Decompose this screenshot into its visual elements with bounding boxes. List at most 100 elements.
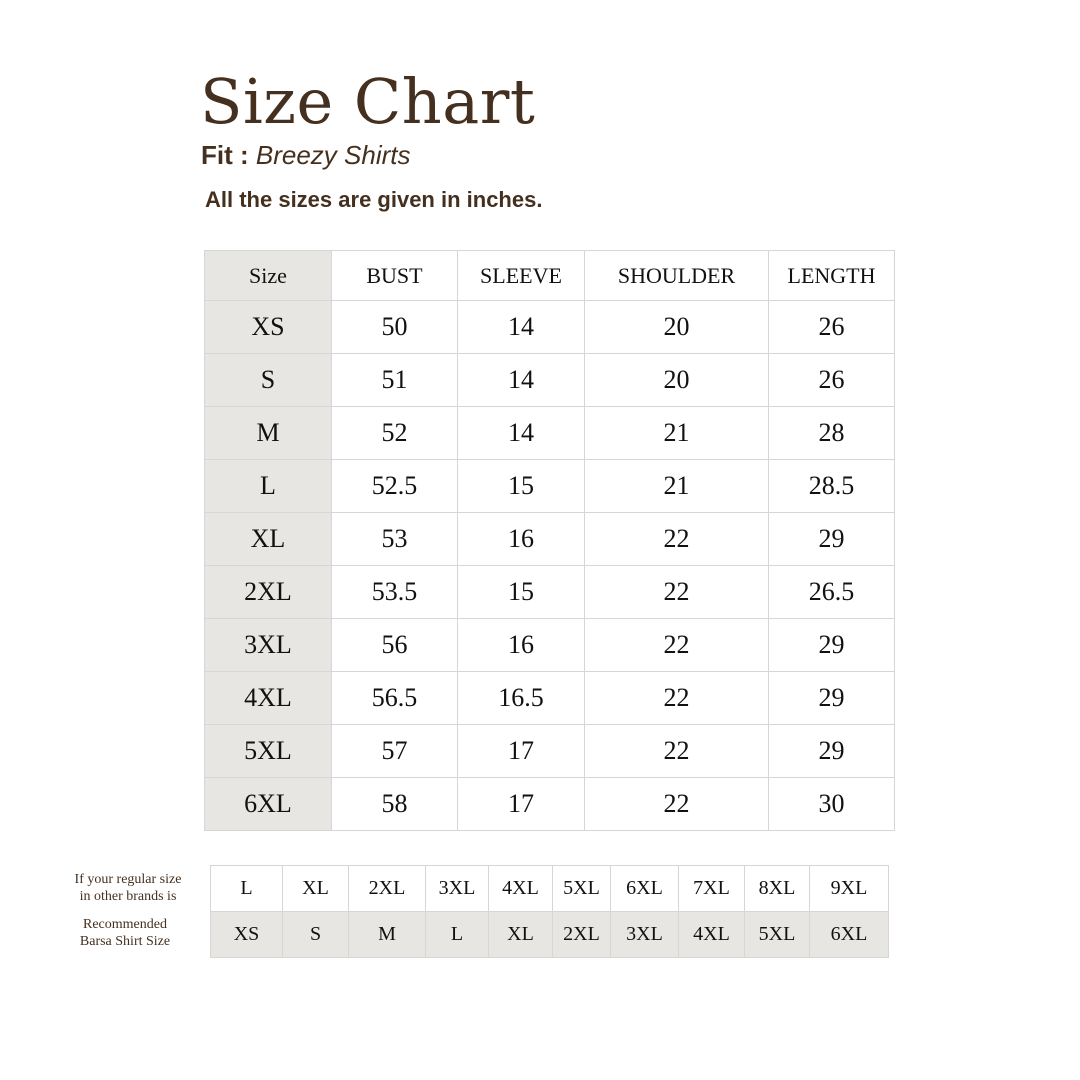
- units-note: All the sizes are given in inches.: [205, 187, 543, 212]
- size-conversion-table: L XL 2XL 3XL 4XL 5XL 6XL 7XL 8XL 9XL XS S M L XL 2XL 3X…: [210, 865, 889, 958]
- measurement-cell: 50: [331, 300, 458, 354]
- measurement-cell: 22: [584, 777, 769, 831]
- recommended-size-label-line: Barsa Shirt Size: [79, 934, 171, 949]
- table-row: L 52.5 15 21 28.5: [204, 459, 895, 513]
- recommended-size-cell: 5XL: [744, 911, 810, 958]
- regular-size-cell: 2XL: [348, 865, 426, 912]
- regular-size-label-line: in other brands is: [79, 889, 177, 904]
- regular-size-label-line: If your regular size: [74, 872, 182, 887]
- regular-size-cell: XL: [282, 865, 349, 912]
- measurement-cell: 28.5: [768, 459, 895, 513]
- regular-size-cell: 9XL: [809, 865, 889, 912]
- recommended-size-cell: 6XL: [809, 911, 889, 958]
- fit-line: Fit : Breezy Shirts: [201, 140, 411, 171]
- measurement-cell: 26: [768, 353, 895, 407]
- table-row: XS 50 14 20 26: [204, 300, 895, 354]
- measurement-cell: 57: [331, 724, 458, 778]
- measurement-cell: 22: [584, 671, 769, 725]
- measurement-cell: 20: [584, 300, 769, 354]
- table-row: 2XL 53.5 15 22 26.5: [204, 565, 895, 619]
- size-cell: XS: [204, 300, 332, 354]
- column-header: Size: [204, 250, 332, 301]
- measurement-cell: 22: [584, 618, 769, 672]
- size-cell: 4XL: [204, 671, 332, 725]
- measurement-cell: 26.5: [768, 565, 895, 619]
- measurement-cell: 56.5: [331, 671, 458, 725]
- size-table-header: Size BUST SLEEVE SHOULDER LENGTH: [204, 250, 895, 301]
- measurement-cell: 51: [331, 353, 458, 407]
- recommended-size-cell: S: [282, 911, 349, 958]
- size-cell: XL: [204, 512, 332, 566]
- table-row: XL 53 16 22 29: [204, 512, 895, 566]
- measurement-cell: 17: [457, 724, 585, 778]
- column-header: BUST: [331, 250, 458, 301]
- measurement-cell: 14: [457, 300, 585, 354]
- measurement-cell: 30: [768, 777, 895, 831]
- regular-size-cell: 5XL: [552, 865, 611, 912]
- measurement-cell: 29: [768, 724, 895, 778]
- regular-size-row: L XL 2XL 3XL 4XL 5XL 6XL 7XL 8XL 9XL: [210, 865, 889, 912]
- measurement-cell: 14: [457, 406, 585, 460]
- recommended-size-cell: XS: [210, 911, 283, 958]
- recommended-size-label-line: Recommended: [83, 917, 167, 932]
- measurement-cell: 22: [584, 724, 769, 778]
- regular-size-cell: 8XL: [744, 865, 810, 912]
- measurement-cell: 21: [584, 459, 769, 513]
- regular-size-cell: 3XL: [425, 865, 489, 912]
- measurement-cell: 53.5: [331, 565, 458, 619]
- size-cell: 2XL: [204, 565, 332, 619]
- measurement-cell: 15: [457, 565, 585, 619]
- regular-size-cell: L: [210, 865, 283, 912]
- column-header: SLEEVE: [457, 250, 585, 301]
- fit-label: Fit :: [201, 140, 249, 170]
- fit-value: Breezy Shirts: [255, 140, 411, 170]
- recommended-size-label: Recommended Barsa Shirt Size: [55, 916, 195, 950]
- measurement-cell: 53: [331, 512, 458, 566]
- regular-size-cell: 6XL: [610, 865, 679, 912]
- recommended-size-cell: 3XL: [610, 911, 679, 958]
- measurement-cell: 16.5: [457, 671, 585, 725]
- measurement-cell: 14: [457, 353, 585, 407]
- page-title: Size Chart: [200, 65, 536, 138]
- size-cell: 6XL: [204, 777, 332, 831]
- regular-size-label: If your regular size in other brands is: [58, 871, 198, 905]
- measurement-cell: 22: [584, 512, 769, 566]
- measurement-cell: 29: [768, 671, 895, 725]
- size-cell: S: [204, 353, 332, 407]
- measurement-cell: 17: [457, 777, 585, 831]
- measurement-cell: 56: [331, 618, 458, 672]
- recommended-size-cell: 2XL: [552, 911, 611, 958]
- measurement-cell: 15: [457, 459, 585, 513]
- recommended-size-cell: M: [348, 911, 426, 958]
- recommended-size-cell: 4XL: [678, 911, 745, 958]
- size-cell: M: [204, 406, 332, 460]
- table-row: S 51 14 20 26: [204, 353, 895, 407]
- measurement-cell: 28: [768, 406, 895, 460]
- measurement-cell: 26: [768, 300, 895, 354]
- table-row: 3XL 56 16 22 29: [204, 618, 895, 672]
- regular-size-cell: 7XL: [678, 865, 745, 912]
- measurement-cell: 20: [584, 353, 769, 407]
- column-header: LENGTH: [768, 250, 895, 301]
- measurement-cell: 16: [457, 512, 585, 566]
- measurement-cell: 21: [584, 406, 769, 460]
- size-table: Size BUST SLEEVE SHOULDER LENGTH XS 50 14 20 26 S…: [204, 250, 895, 831]
- recommended-size-cell: XL: [488, 911, 553, 958]
- table-row: 5XL 57 17 22 29: [204, 724, 895, 778]
- measurement-cell: 58: [331, 777, 458, 831]
- measurement-cell: 29: [768, 512, 895, 566]
- measurement-cell: 22: [584, 565, 769, 619]
- table-row: M 52 14 21 28: [204, 406, 895, 460]
- recommended-size-cell: L: [425, 911, 489, 958]
- table-row: 6XL 58 17 22 30: [204, 777, 895, 831]
- measurement-cell: 16: [457, 618, 585, 672]
- size-cell: 5XL: [204, 724, 332, 778]
- recommended-size-row: XS S M L XL 2XL 3XL 4XL 5XL 6XL: [210, 911, 889, 958]
- measurement-cell: 52: [331, 406, 458, 460]
- measurement-cell: 52.5: [331, 459, 458, 513]
- column-header: SHOULDER: [584, 250, 769, 301]
- measurement-cell: 29: [768, 618, 895, 672]
- size-cell: 3XL: [204, 618, 332, 672]
- size-cell: L: [204, 459, 332, 513]
- regular-size-cell: 4XL: [488, 865, 553, 912]
